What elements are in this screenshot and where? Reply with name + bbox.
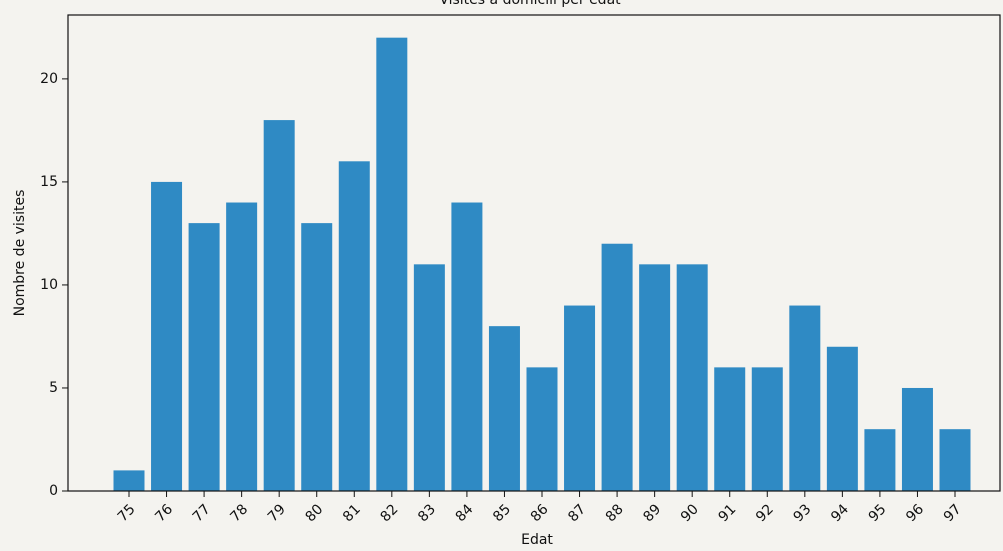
bar: [226, 202, 258, 492]
y-tick-label: 15: [40, 174, 58, 190]
bar: [601, 243, 633, 491]
bar: [939, 429, 971, 491]
bar: [413, 264, 445, 491]
bar: [564, 305, 596, 491]
bar: [263, 120, 295, 491]
bar: [151, 181, 183, 491]
y-tick-label: 20: [40, 71, 58, 87]
x-axis-label: Edat: [521, 532, 553, 548]
bar: [714, 367, 746, 491]
y-tick-label: 0: [49, 483, 58, 499]
y-axis-label: Nombre de visites: [12, 190, 28, 317]
bar: [526, 367, 558, 491]
bar: [751, 367, 783, 491]
bar: [639, 264, 671, 491]
chart-title: Visites a domicili per edat: [439, 0, 621, 8]
plot-frame: [67, 14, 1001, 492]
bar: [113, 470, 145, 491]
bar: [901, 387, 933, 491]
bar: [864, 429, 896, 491]
bar: [338, 161, 370, 491]
bar: [488, 326, 520, 491]
bar: [188, 223, 220, 491]
bar: [826, 346, 858, 491]
bar: [451, 202, 483, 492]
bar: [301, 223, 333, 491]
y-tick-label: 10: [40, 277, 58, 293]
bar: [676, 264, 708, 491]
bar: [376, 37, 408, 492]
y-tick-label: 5: [49, 380, 58, 396]
bar: [789, 305, 821, 491]
